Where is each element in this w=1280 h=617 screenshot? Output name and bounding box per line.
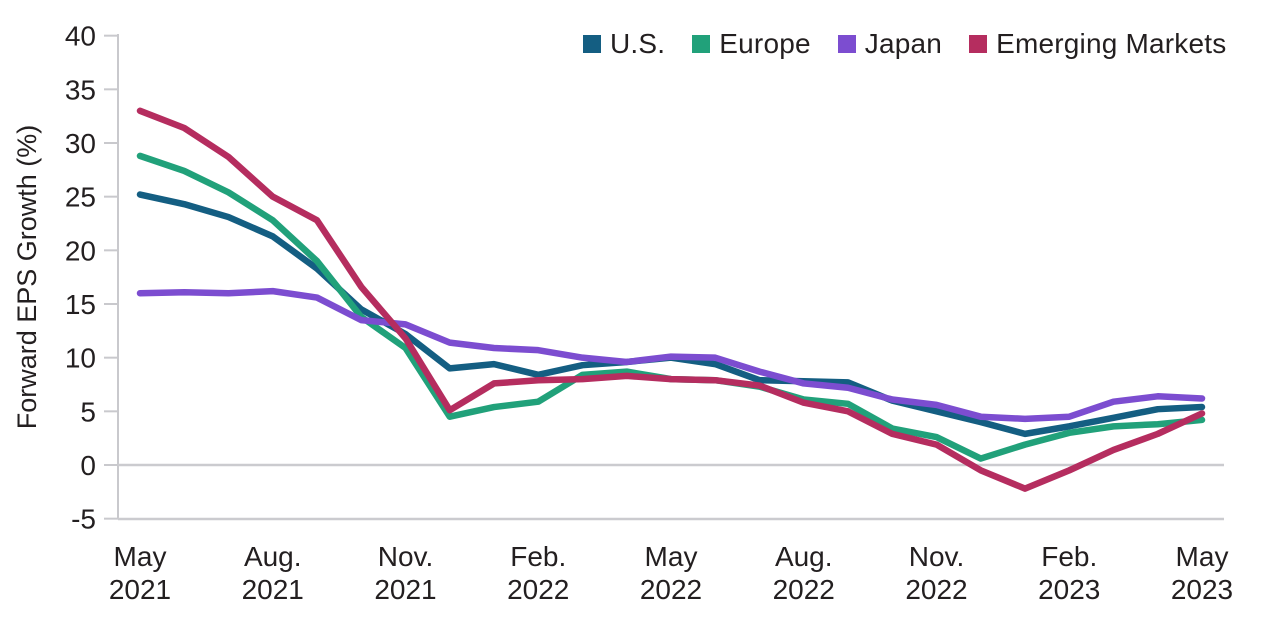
series-lines: [136, 107, 1206, 492]
series-line-u-s-: [136, 191, 1206, 438]
x-tick-label: Aug. 2021: [242, 541, 304, 605]
x-tick-label: Aug. 2022: [773, 541, 835, 605]
legend-swatch-icon: [969, 35, 988, 53]
x-tick-label: Nov. 2022: [905, 541, 967, 605]
x-tick-label: May 2022: [640, 541, 702, 605]
y-tick-label: 30: [65, 128, 96, 159]
x-tick-label: May 2021: [109, 541, 171, 605]
series-line-europe: [136, 152, 1206, 462]
legend-label: Europe: [719, 28, 811, 59]
y-axis: Forward EPS Growth (%) 40 35 30 25 20 15 10 5 0 -…: [12, 21, 119, 535]
y-tick-label: 10: [65, 343, 96, 374]
y-tick-label: 35: [65, 74, 96, 105]
legend-item-u-s-: U.S.: [583, 28, 665, 60]
y-tick-label: -5: [71, 504, 96, 535]
y-tick-label: 25: [65, 182, 96, 213]
legend-label: Japan: [864, 28, 943, 59]
x-tick-label: Nov. 2021: [374, 541, 436, 605]
y-tick-label: 5: [80, 396, 96, 427]
legend-label: Emerging Markets: [996, 28, 1227, 59]
y-tick-label: 20: [65, 235, 96, 266]
y-tick-label: 15: [65, 289, 96, 320]
legend-swatch-icon: [583, 35, 601, 53]
y-axis-title: Forward EPS Growth (%): [12, 125, 42, 430]
x-axis-labels: May 2021 Aug. 2021 Nov. 2021 Feb. 2022 May 2022 Au…: [109, 541, 1233, 605]
x-tick-label: May 2023: [1171, 541, 1233, 605]
legend-item-emerging-markets: Emerging Markets: [969, 28, 1226, 60]
chart-legend: U.S. Europe Japan Emerging Markets: [583, 28, 1226, 60]
x-tick-label: Feb. 2022: [507, 541, 569, 605]
legend-label: U.S.: [610, 28, 666, 59]
legend-swatch-icon: [692, 35, 711, 53]
grid-lines: [118, 463, 1224, 521]
legend-swatch-icon: [837, 35, 856, 53]
y-tick-label: 0: [80, 450, 96, 481]
legend-item-europe: Europe: [692, 28, 811, 60]
y-axis-ticks: 40 35 30 25 20 15 10 5 0 -5: [65, 21, 119, 535]
series-line-japan: [136, 287, 1206, 423]
legend-item-japan: Japan: [837, 28, 943, 60]
series-line-emerging-markets: [136, 107, 1206, 492]
y-tick-label: 40: [65, 21, 96, 52]
x-tick-label: Feb. 2023: [1038, 541, 1100, 605]
